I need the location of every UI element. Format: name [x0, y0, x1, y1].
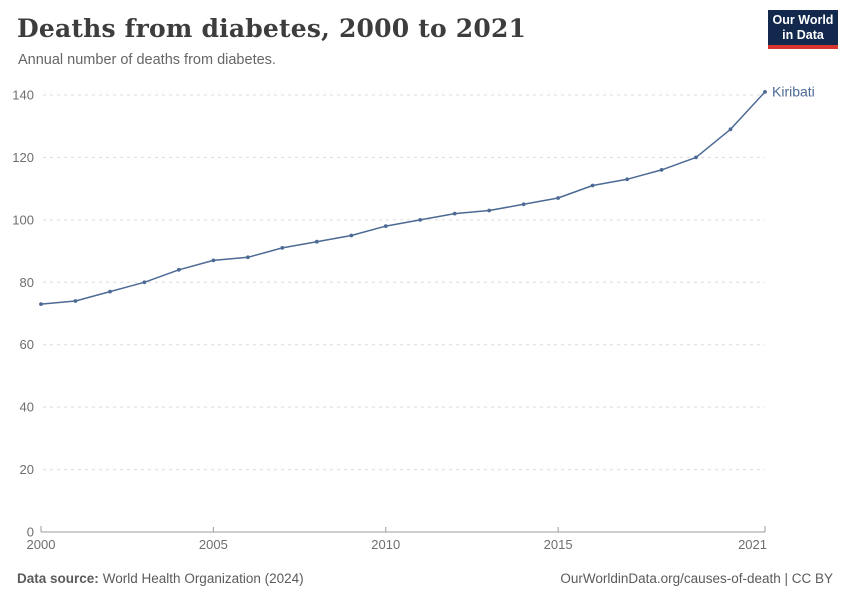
data-point[interactable] [349, 233, 354, 238]
data-point[interactable] [73, 299, 78, 303]
data-point[interactable] [556, 196, 560, 200]
data-point[interactable] [590, 183, 595, 188]
data-point[interactable] [280, 246, 285, 250]
chart-subtitle: Annual number of deaths from diabetes. [18, 52, 276, 68]
owid-logo[interactable]: Our World in Data [768, 10, 838, 49]
data-source-label: Data source: [17, 571, 99, 586]
data-point[interactable] [487, 208, 492, 213]
y-tick-label: 40 [20, 400, 34, 415]
series-end-label[interactable]: Kiribati [772, 83, 815, 99]
data-point[interactable] [452, 211, 457, 216]
footer: Data source: World Health Organization (2… [17, 571, 833, 586]
data-point[interactable] [314, 239, 319, 244]
data-point[interactable] [39, 302, 43, 306]
x-tick-label: 2015 [544, 537, 573, 552]
data-point[interactable] [418, 218, 423, 222]
series-line[interactable] [40, 91, 766, 305]
data-point[interactable] [728, 127, 733, 132]
owid-logo-line1: Our World [772, 12, 834, 27]
owid-logo-line2: in Data [782, 27, 824, 42]
data-point[interactable] [625, 177, 629, 182]
y-tick-label: 20 [20, 462, 34, 477]
data-point[interactable] [521, 202, 526, 207]
y-tick-label: 120 [12, 150, 34, 165]
data-point[interactable] [211, 258, 216, 263]
attribution-link[interactable]: OurWorldinData.org/causes-of-death | CC … [560, 571, 833, 586]
data-source-text: World Health Organization (2024) [102, 571, 304, 586]
x-tick-label: 2005 [199, 537, 228, 552]
data-point[interactable] [383, 224, 388, 229]
x-tick-label: 2000 [27, 537, 56, 552]
y-tick-label: 0 [27, 525, 34, 540]
data-source: Data source: World Health Organization (2… [17, 571, 304, 586]
chart-title: Deaths from diabetes, 2000 to 2021 [17, 14, 527, 43]
x-tick-label: 2021 [738, 537, 767, 552]
x-tick-label: 2010 [371, 537, 400, 552]
data-point[interactable] [659, 168, 664, 172]
data-point[interactable] [694, 155, 698, 160]
y-tick-label: 100 [12, 212, 34, 227]
data-point[interactable] [246, 255, 250, 260]
data-point[interactable] [763, 90, 767, 94]
data-point[interactable] [108, 289, 112, 294]
data-point[interactable] [177, 267, 181, 272]
y-tick-label: 80 [20, 275, 34, 290]
y-tick-label: 140 [12, 88, 34, 103]
y-tick-label: 60 [20, 337, 34, 352]
data-point[interactable] [142, 280, 147, 285]
